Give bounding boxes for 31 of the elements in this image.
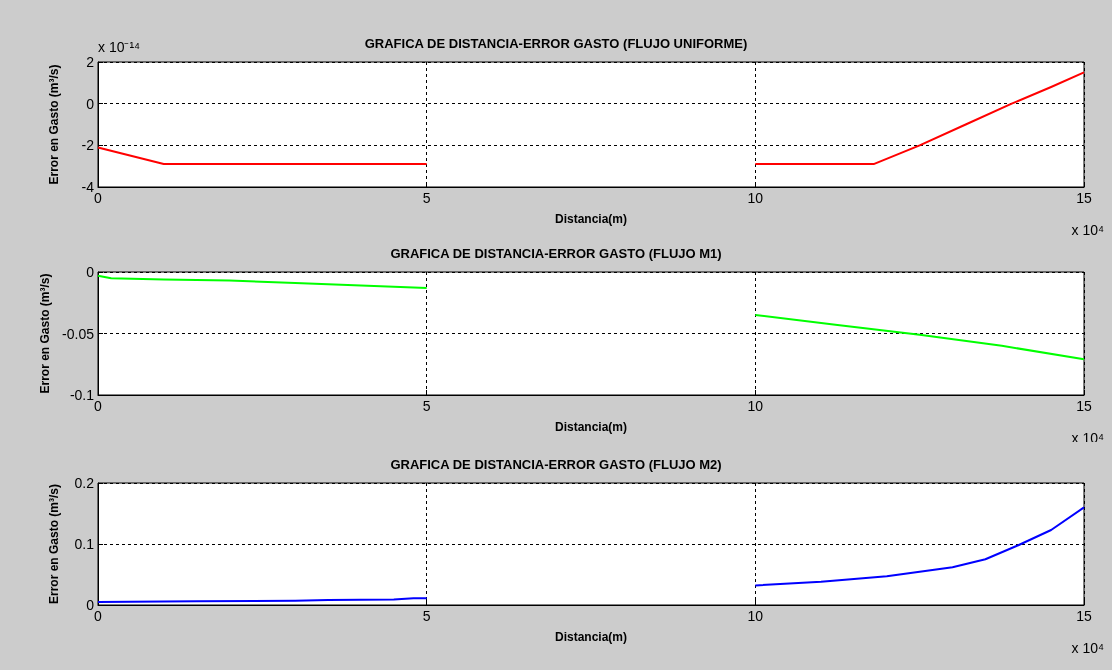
y-tick-label: -0.05 <box>62 325 95 342</box>
x-tick-label: 5 <box>422 608 431 624</box>
y-tick-label: -0.1 <box>69 387 95 403</box>
y-tick-label: 0.2 <box>74 475 95 491</box>
x-tick-label: 5 <box>422 190 431 206</box>
x-tick-label: 10 <box>747 608 764 624</box>
y-axis-title: Error en Gasto (m³/s) <box>47 64 61 185</box>
x-tick-label: 15 <box>1076 190 1092 206</box>
chart-title: GRAFICA DE DISTANCIA-ERROR GASTO (FLUJO M1) <box>390 246 722 261</box>
x-axis-title: Distancia(m) <box>554 212 628 226</box>
y-tick-label: -4 <box>81 179 95 195</box>
y-axis-title: Error en Gasto (m³/s) <box>47 483 61 605</box>
text: x 10⁴ <box>1071 640 1105 656</box>
x-axis-title: Distancia(m) <box>554 420 628 434</box>
y-tick-label: 0 <box>86 597 95 613</box>
chart-title: GRAFICA DE DISTANCIA-ERROR GASTO (FLUJO UNIFORME) <box>364 36 748 51</box>
x-tick-label: 15 <box>1076 398 1092 414</box>
x-tick-label: 10 <box>747 398 764 414</box>
x-tick-label: 5 <box>422 398 431 414</box>
y-tick-label: 0 <box>86 95 95 112</box>
x-tick-label: 15 <box>1076 608 1092 624</box>
x-axis-title: Distancia(m) <box>554 630 628 644</box>
y-tick-label: 0 <box>86 264 95 280</box>
y-axis-title: Error en Gasto (m³/s) <box>38 273 53 394</box>
y-tick-label: -2 <box>81 137 95 154</box>
y-tick-label: 0.1 <box>74 536 95 552</box>
text: x 10⁴ <box>1071 222 1105 238</box>
chart-title: GRAFICA DE DISTANCIA-ERROR GASTO (FLUJO M2) <box>390 457 722 472</box>
y-tick-label: 2 <box>86 54 95 70</box>
text: x 10⁻¹⁴ <box>98 39 141 55</box>
x-tick-label: 10 <box>747 190 764 206</box>
